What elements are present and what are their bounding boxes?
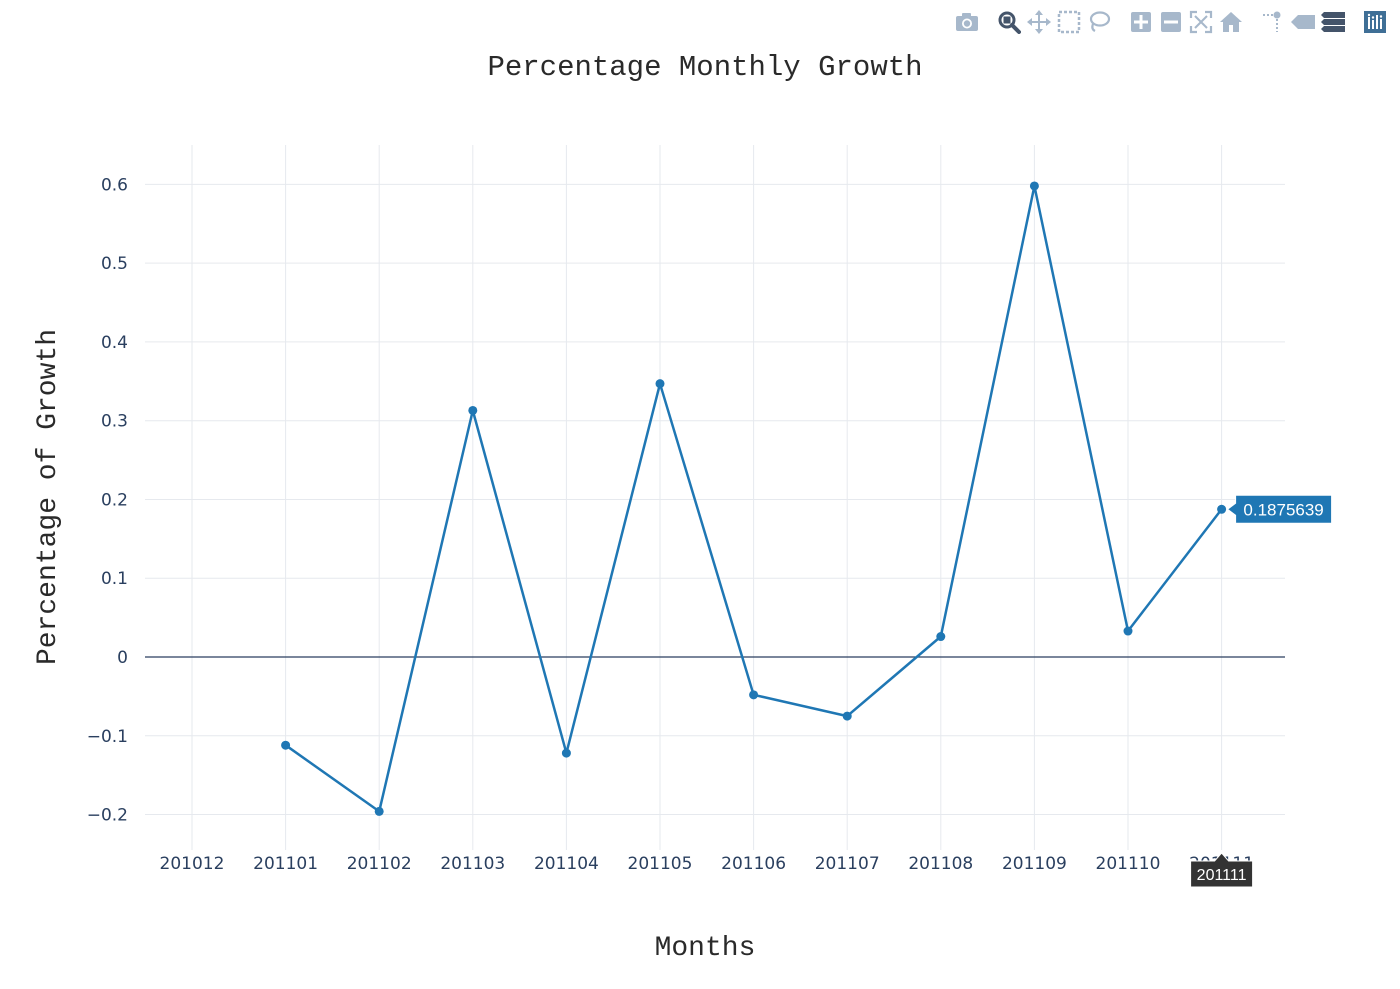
y-tick-label: 0.3: [101, 412, 128, 432]
hover-compare-icon[interactable]: [1318, 8, 1348, 36]
zoom-out-icon[interactable]: [1156, 8, 1186, 36]
pan-icon[interactable]: [1024, 8, 1054, 36]
reset-axes-icon[interactable]: [1216, 8, 1246, 36]
data-point[interactable]: [842, 711, 852, 721]
x-tick-label: 201102: [347, 854, 412, 874]
y-axis-title: Percentage of Growth: [33, 329, 64, 665]
data-point[interactable]: [374, 806, 384, 816]
hover-layer: 0.1875639 201111: [1190, 494, 1333, 888]
chart-title: Percentage Monthly Growth: [487, 51, 922, 84]
modebar-group-zoom: [1126, 8, 1246, 36]
axes: 201012 201101 201102 201103 201104 201105 2011…: [87, 175, 1254, 874]
modebar-group-capture: [952, 8, 982, 36]
data-point[interactable]: [936, 632, 946, 642]
zoom-icon[interactable]: [994, 8, 1024, 36]
grid: [145, 145, 1285, 850]
series-layer[interactable]: [281, 181, 1227, 816]
x-tick-label: 201103: [440, 854, 505, 874]
y-tick-label: 0.4: [101, 333, 128, 353]
hover-x-label: 201111: [1197, 867, 1247, 884]
data-point[interactable]: [468, 405, 478, 415]
hover-value-label: 0.1875639: [1243, 500, 1323, 519]
x-tick-label: 201012: [160, 854, 225, 874]
y-tick-label: −0.2: [87, 806, 128, 826]
y-tick-label: 0.5: [101, 254, 128, 274]
data-point[interactable]: [749, 690, 759, 700]
x-tick-label: 201108: [908, 854, 973, 874]
modebar-group-select: [994, 8, 1114, 36]
x-tick-label: 201107: [815, 854, 880, 874]
x-tick-label: 201106: [721, 854, 786, 874]
x-tick-label: 201110: [1096, 854, 1161, 874]
modebar-group-hover: [1258, 8, 1348, 36]
data-point[interactable]: [1217, 504, 1227, 514]
y-tick-label: 0: [117, 648, 128, 668]
spike-lines-icon[interactable]: [1258, 8, 1288, 36]
autoscale-icon[interactable]: [1186, 8, 1216, 36]
modebar-group-logo: [1360, 8, 1390, 36]
x-tick-label: 201109: [1002, 854, 1067, 874]
x-tick-label: 201104: [534, 854, 599, 874]
y-tick-label: 0.2: [101, 490, 128, 510]
data-point[interactable]: [561, 748, 571, 758]
data-point[interactable]: [1123, 626, 1133, 636]
y-tick-label: 0.1: [101, 569, 128, 589]
hover-x-tooltip: [1190, 852, 1254, 888]
data-point[interactable]: [281, 740, 291, 750]
x-tick-label: 201101: [253, 854, 318, 874]
modebar: [940, 8, 1390, 36]
data-point[interactable]: [655, 379, 665, 389]
data-point[interactable]: [1029, 181, 1039, 191]
hover-closest-icon[interactable]: [1288, 8, 1318, 36]
camera-icon[interactable]: [952, 8, 982, 36]
lasso-select-icon[interactable]: [1084, 8, 1114, 36]
x-tick-label: 201105: [628, 854, 693, 874]
plotly-logo-icon[interactable]: [1360, 8, 1390, 36]
x-axis-title: Months: [655, 933, 756, 964]
y-tick-label: −0.1: [87, 727, 128, 747]
zoom-in-icon[interactable]: [1126, 8, 1156, 36]
y-tick-label: 0.6: [101, 175, 128, 195]
hover-value-tooltip: [1226, 494, 1333, 524]
box-select-icon[interactable]: [1054, 8, 1084, 36]
